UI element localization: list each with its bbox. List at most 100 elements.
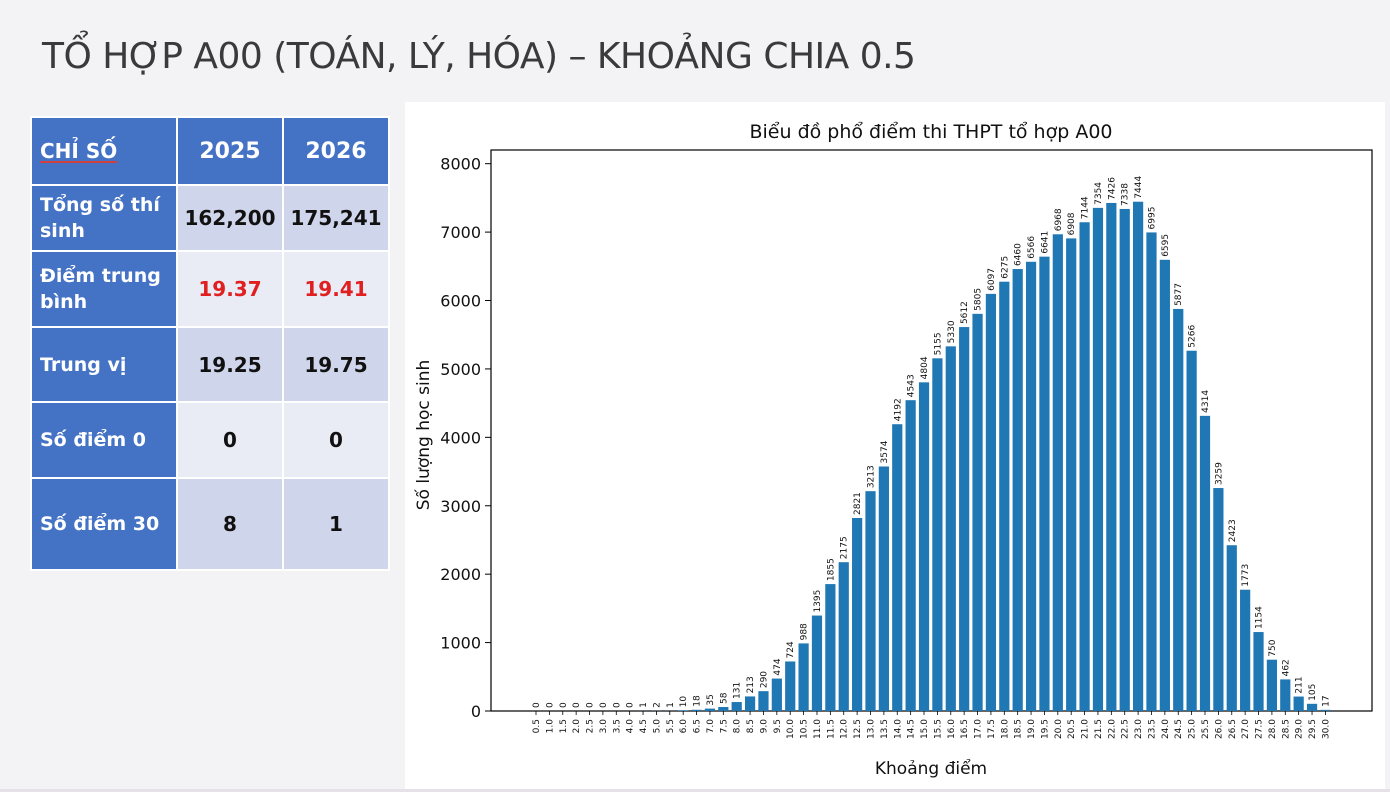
x-tick-label: 13.5	[880, 719, 890, 739]
x-tick-label: 18.5	[1014, 719, 1024, 739]
data-label: 6968	[1054, 208, 1064, 231]
data-label: 0	[586, 702, 596, 708]
data-label: 58	[719, 692, 729, 704]
bar	[1199, 415, 1211, 711]
row-label: Trung vị	[30, 326, 178, 403]
bar	[1266, 659, 1277, 711]
value-2026: 175,241	[282, 184, 390, 252]
y-tick-label: 2000	[440, 565, 481, 584]
x-tick-label: 15.5	[933, 719, 943, 739]
x-tick-label: 27.0	[1241, 719, 1251, 739]
x-tick-label: 23.5	[1147, 719, 1157, 739]
data-label: 0	[559, 702, 569, 708]
table-row: Tổng số thí sinh 162,200 175,241	[30, 184, 390, 252]
x-tick-label: 4.5	[639, 719, 649, 733]
data-label: 35	[706, 694, 716, 705]
y-tick-label: 1000	[440, 634, 481, 653]
x-tick-label: 29.5	[1308, 719, 1318, 739]
bar	[785, 661, 796, 711]
bar	[838, 562, 849, 711]
x-tick-label: 6.5	[693, 719, 703, 733]
bar	[1039, 256, 1050, 711]
data-label: 5266	[1188, 325, 1198, 348]
x-tick-label: 2.5	[586, 719, 596, 733]
data-label: 7354	[1094, 182, 1104, 205]
x-tick-label: 28.5	[1281, 719, 1291, 739]
y-tick-label: 5000	[440, 360, 481, 379]
x-tick-label: 26.5	[1228, 719, 1238, 739]
bar	[1280, 679, 1291, 711]
data-label: 5330	[947, 320, 957, 343]
bar	[1133, 201, 1144, 711]
x-tick-label: 11.0	[813, 719, 823, 739]
value-2026: 0	[282, 401, 390, 479]
x-tick-label: 27.5	[1255, 719, 1265, 739]
value-2026: 19.75	[282, 326, 390, 403]
bar	[865, 491, 876, 711]
bar	[972, 313, 983, 711]
bar	[678, 710, 689, 711]
bar	[1106, 202, 1117, 711]
x-tick-label: 23.0	[1134, 719, 1144, 739]
data-label: 290	[759, 671, 769, 688]
data-label: 211	[1295, 676, 1305, 693]
data-label: 1855	[826, 558, 836, 581]
x-tick-label: 14.5	[907, 719, 917, 739]
bar	[1012, 269, 1023, 711]
x-tick-label: 0.5	[532, 719, 542, 733]
bar	[731, 702, 742, 711]
row-label: Số điểm 0	[30, 401, 178, 479]
x-tick-label: 10.0	[786, 719, 796, 739]
y-tick-label: 0	[471, 702, 481, 721]
data-label: 1395	[813, 590, 823, 613]
value-2026: 1	[282, 477, 390, 571]
data-label: 3574	[880, 440, 890, 463]
bar	[1092, 207, 1104, 711]
x-tick-label: 6.0	[679, 719, 689, 734]
x-tick-label: 29.0	[1295, 719, 1305, 739]
x-tick-label: 14.0	[893, 719, 903, 739]
bar	[852, 518, 863, 711]
x-tick-label: 22.0	[1107, 719, 1117, 739]
bar	[918, 382, 930, 711]
bar	[985, 293, 997, 711]
table-row: Điểm trung bình 19.37 19.41	[30, 250, 390, 328]
x-tick-label: 16.0	[947, 719, 957, 739]
data-label: 4192	[893, 398, 903, 421]
chart-panel: Biểu đồ phổ điểm thi THPT tổ hợp A00 Số …	[405, 102, 1385, 790]
data-label: 2175	[840, 536, 850, 559]
data-label: 4314	[1201, 390, 1211, 413]
data-label: 1	[666, 702, 676, 708]
y-tick-label: 4000	[440, 428, 481, 447]
x-tick-label: 20.0	[1054, 719, 1064, 739]
x-tick-label: 5.0	[652, 719, 662, 734]
data-label: 213	[746, 676, 756, 693]
bar	[999, 281, 1010, 711]
x-tick-label: 20.5	[1067, 719, 1077, 739]
bar	[691, 709, 702, 711]
data-label: 10	[679, 696, 689, 708]
data-label: 5805	[974, 288, 984, 311]
bar	[1146, 232, 1157, 711]
y-tick-label: 8000	[440, 155, 481, 174]
bar	[1173, 308, 1184, 711]
data-label: 724	[786, 641, 796, 658]
table-row: Số điểm 0 0 0	[30, 401, 390, 479]
x-tick-label: 12.5	[853, 719, 863, 739]
data-label: 7444	[1134, 176, 1144, 199]
row-label: Điểm trung bình	[30, 250, 178, 328]
x-tick-label: 24.0	[1161, 719, 1171, 739]
data-label: 6595	[1161, 234, 1171, 257]
data-label: 18	[693, 695, 703, 707]
value-2026: 19.41	[282, 250, 390, 328]
x-tick-label: 8.5	[746, 719, 756, 733]
x-tick-label: 12.0	[840, 719, 850, 739]
bar	[1240, 589, 1251, 711]
x-tick-label: 24.5	[1174, 719, 1184, 739]
x-tick-label: 15.0	[920, 719, 930, 739]
x-tick-label: 9.5	[773, 719, 783, 733]
bar	[878, 466, 889, 711]
data-label: 6641	[1040, 231, 1050, 254]
bar	[825, 584, 836, 711]
bar	[718, 707, 729, 711]
